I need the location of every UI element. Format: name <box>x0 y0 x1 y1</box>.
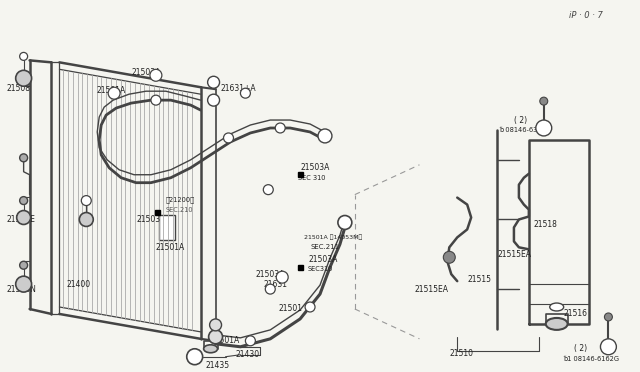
Text: 21516: 21516 <box>564 310 588 318</box>
Text: 21501A: 21501A <box>211 336 240 345</box>
Text: SEC.210: SEC.210 <box>166 206 193 212</box>
Text: 21560N: 21560N <box>7 285 36 294</box>
Circle shape <box>266 284 275 294</box>
Text: ( 2): ( 2) <box>573 344 587 353</box>
Circle shape <box>20 52 28 60</box>
Circle shape <box>20 197 28 205</box>
Circle shape <box>17 211 31 224</box>
Circle shape <box>263 185 273 195</box>
Circle shape <box>536 120 552 136</box>
Bar <box>298 172 303 177</box>
Text: 21508: 21508 <box>7 84 31 93</box>
Circle shape <box>604 313 612 321</box>
Bar <box>156 210 161 215</box>
Text: 21515EA: 21515EA <box>497 250 531 259</box>
Ellipse shape <box>204 345 218 353</box>
Circle shape <box>276 271 288 283</box>
Text: 21631: 21631 <box>263 280 287 289</box>
Circle shape <box>444 251 455 263</box>
Circle shape <box>209 330 223 344</box>
Circle shape <box>15 70 31 86</box>
Circle shape <box>245 336 255 346</box>
Bar <box>298 265 303 270</box>
Circle shape <box>540 97 548 105</box>
Circle shape <box>600 339 616 355</box>
Text: 21515: 21515 <box>467 275 491 284</box>
Text: ␢ 08146-6362G: ␢ 08146-6362G <box>499 127 551 133</box>
Text: 21503A: 21503A <box>308 255 337 264</box>
Text: 21400: 21400 <box>67 280 90 289</box>
Circle shape <box>151 95 161 105</box>
Text: ␢1 08146-6162G: ␢1 08146-6162G <box>564 356 620 362</box>
Circle shape <box>15 276 31 292</box>
Circle shape <box>207 76 220 88</box>
Text: 21430: 21430 <box>236 350 260 359</box>
Circle shape <box>108 87 120 99</box>
Text: SEC310: SEC310 <box>308 266 333 272</box>
Circle shape <box>79 212 93 227</box>
Circle shape <box>20 261 28 269</box>
Text: 21503: 21503 <box>136 215 160 224</box>
Circle shape <box>207 94 220 106</box>
Text: SEC.211: SEC.211 <box>310 244 339 250</box>
Text: 21503A: 21503A <box>300 163 330 172</box>
Ellipse shape <box>546 318 568 330</box>
Text: 21510: 21510 <box>449 349 474 358</box>
Circle shape <box>150 69 162 81</box>
Circle shape <box>20 154 28 162</box>
Text: 21503A: 21503A <box>131 68 161 77</box>
Text: 21631+A: 21631+A <box>221 84 256 93</box>
Ellipse shape <box>550 303 564 311</box>
Text: 21501A 〔14053M〕: 21501A 〔14053M〕 <box>304 235 362 240</box>
Text: ( 2): ( 2) <box>514 116 527 125</box>
Text: 21560E: 21560E <box>7 215 36 224</box>
Text: SEC 310: SEC 310 <box>298 175 326 181</box>
Bar <box>159 215 175 240</box>
Text: B: B <box>606 344 611 349</box>
Text: 〔21200〕: 〔21200〕 <box>166 196 195 203</box>
Text: B: B <box>541 125 546 131</box>
Text: 21501: 21501 <box>278 305 302 314</box>
Circle shape <box>305 302 315 312</box>
Circle shape <box>338 215 352 230</box>
Circle shape <box>275 123 285 133</box>
Circle shape <box>241 88 250 98</box>
Circle shape <box>210 319 221 331</box>
Text: 21435: 21435 <box>205 361 230 370</box>
Text: iP · 0 · 7: iP · 0 · 7 <box>568 11 602 20</box>
Circle shape <box>223 133 234 143</box>
Text: 21515EA: 21515EA <box>415 285 449 294</box>
Circle shape <box>318 129 332 143</box>
Circle shape <box>81 196 92 206</box>
Text: 21501A: 21501A <box>156 243 185 252</box>
Text: 21518: 21518 <box>534 220 557 229</box>
Circle shape <box>187 349 203 365</box>
Text: 21501A: 21501A <box>96 86 125 95</box>
Text: 21503A: 21503A <box>255 270 285 279</box>
